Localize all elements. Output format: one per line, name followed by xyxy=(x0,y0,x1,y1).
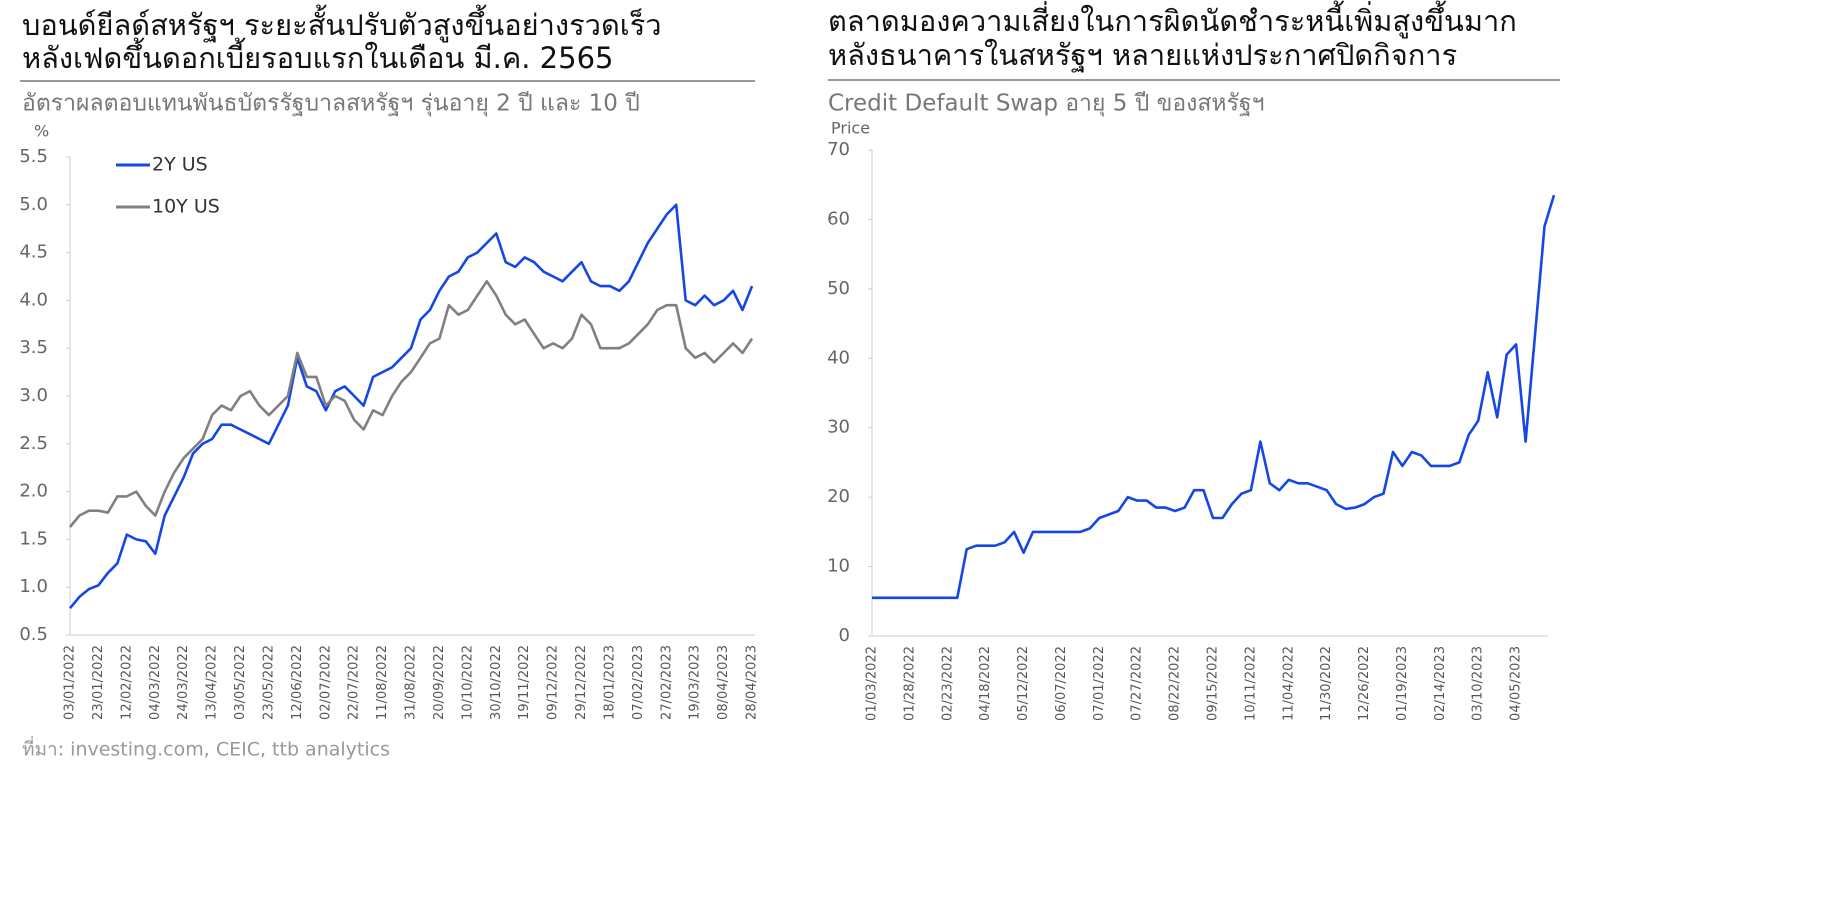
chart-title: ตลาดมองความเสี่ยงในการผิดนัดชำระหนี้เพิ่… xyxy=(828,0,1517,39)
y-tick-label: 0.5 xyxy=(19,624,48,645)
y-tick-label: 50 xyxy=(827,278,850,299)
x-tick-label: 18/01/2023 xyxy=(602,645,617,720)
chart-title: หลังเฟดขึ้นดอกเบี้ยรอบแรกในเดือน มี.ค. 2… xyxy=(22,37,613,75)
x-tick-label: 31/08/2022 xyxy=(404,645,419,720)
x-tick-label: 12/26/2022 xyxy=(1357,646,1372,721)
x-tick-label: 03/01/2022 xyxy=(63,645,78,720)
x-tick-label: 06/07/2022 xyxy=(1054,646,1069,721)
y-axis-label: % xyxy=(34,122,49,141)
y-tick-label: 5.0 xyxy=(19,194,48,215)
x-tick-label: 09/12/2022 xyxy=(546,645,561,720)
y-tick-label: 10 xyxy=(827,556,850,577)
x-tick-label: 12/06/2022 xyxy=(290,645,305,720)
legend-label: 10Y US xyxy=(152,196,220,218)
y-tick-label: 2.5 xyxy=(19,433,48,454)
y-tick-label: 4.5 xyxy=(19,242,48,263)
y-tick-label: 3.5 xyxy=(19,337,48,358)
x-tick-label: 10/10/2022 xyxy=(460,645,475,720)
y-axis-label: Price xyxy=(831,119,870,138)
x-tick-label: 02/07/2022 xyxy=(318,645,333,720)
x-tick-label: 23/01/2022 xyxy=(91,645,106,720)
x-tick-label: 23/05/2022 xyxy=(261,645,276,720)
y-tick-label: 70 xyxy=(827,139,850,160)
x-tick-label: 19/03/2023 xyxy=(688,645,703,720)
x-tick-label: 02/23/2022 xyxy=(940,646,955,721)
legend-label: 2Y US xyxy=(152,154,208,176)
x-tick-label: 22/07/2022 xyxy=(347,645,362,720)
x-tick-label: 12/02/2022 xyxy=(119,645,134,720)
x-tick-label: 02/14/2023 xyxy=(1433,646,1448,721)
chart-title: หลังธนาคารในสหรัฐฯ หลายแห่งประกาศปิดกิจก… xyxy=(828,38,1457,73)
x-tick-label: 01/28/2022 xyxy=(902,646,917,721)
y-tick-label: 40 xyxy=(827,347,850,368)
x-tick-label: 29/12/2022 xyxy=(574,645,589,720)
y-tick-label: 1.5 xyxy=(19,528,48,549)
x-tick-label: 11/08/2022 xyxy=(375,645,390,720)
x-tick-label: 20/09/2022 xyxy=(432,645,447,720)
x-tick-label: 11/04/2022 xyxy=(1281,646,1296,721)
x-tick-label: 01/19/2023 xyxy=(1395,646,1410,721)
x-tick-label: 11/30/2022 xyxy=(1319,646,1334,721)
y-tick-label: 2.0 xyxy=(19,481,48,502)
series-line xyxy=(69,203,754,610)
x-tick-label: 01/03/2022 xyxy=(865,646,880,721)
x-tick-label: 03/10/2023 xyxy=(1471,646,1486,721)
x-tick-label: 19/11/2022 xyxy=(517,645,532,720)
x-tick-label: 10/11/2022 xyxy=(1243,646,1258,721)
y-tick-label: 1.0 xyxy=(19,576,48,597)
source: ที่มา: investing.com, CEIC, ttb analytic… xyxy=(22,736,390,761)
x-tick-label: 07/02/2023 xyxy=(631,645,646,720)
x-tick-label: 24/03/2022 xyxy=(176,645,191,720)
x-tick-label: 09/15/2022 xyxy=(1206,646,1221,721)
chart-subtitle: Credit Default Swap อายุ 5 ปี ของสหรัฐฯ xyxy=(828,91,1265,117)
chart-subtitle: อัตราผลตอบแทนพันธบัตรรัฐบาลสหรัฐฯ รุ่นอา… xyxy=(22,91,640,117)
y-tick-label: 30 xyxy=(827,417,850,438)
y-tick-label: 3.0 xyxy=(19,385,48,406)
x-tick-label: 05/12/2022 xyxy=(1016,646,1031,721)
x-tick-label: 07/01/2022 xyxy=(1092,646,1107,721)
x-tick-label: 07/27/2022 xyxy=(1130,646,1145,721)
y-tick-label: 5.5 xyxy=(19,146,48,167)
x-tick-label: 04/03/2022 xyxy=(148,645,163,720)
x-tick-label: 04/18/2022 xyxy=(978,646,993,721)
x-tick-label: 03/05/2022 xyxy=(233,645,248,720)
x-tick-label: 04/05/2023 xyxy=(1509,646,1524,721)
x-tick-label: 13/04/2022 xyxy=(205,645,220,720)
chart-title: บอนด์ยีลด์สหรัฐฯ ระยะสั้นปรับตัวสูงขึ้นอ… xyxy=(22,4,662,43)
y-tick-label: 20 xyxy=(827,486,850,507)
series-line xyxy=(68,280,754,528)
y-tick-label: 4.0 xyxy=(19,289,48,310)
y-tick-label: 0 xyxy=(839,625,850,646)
x-tick-label: 30/10/2022 xyxy=(489,645,504,720)
x-tick-label: 08/04/2023 xyxy=(716,645,731,720)
y-tick-label: 60 xyxy=(827,208,850,229)
x-tick-label: 27/02/2023 xyxy=(659,645,674,720)
series-line xyxy=(872,194,1556,600)
x-tick-label: 28/04/2023 xyxy=(745,645,760,720)
x-tick-label: 08/22/2022 xyxy=(1168,646,1183,721)
